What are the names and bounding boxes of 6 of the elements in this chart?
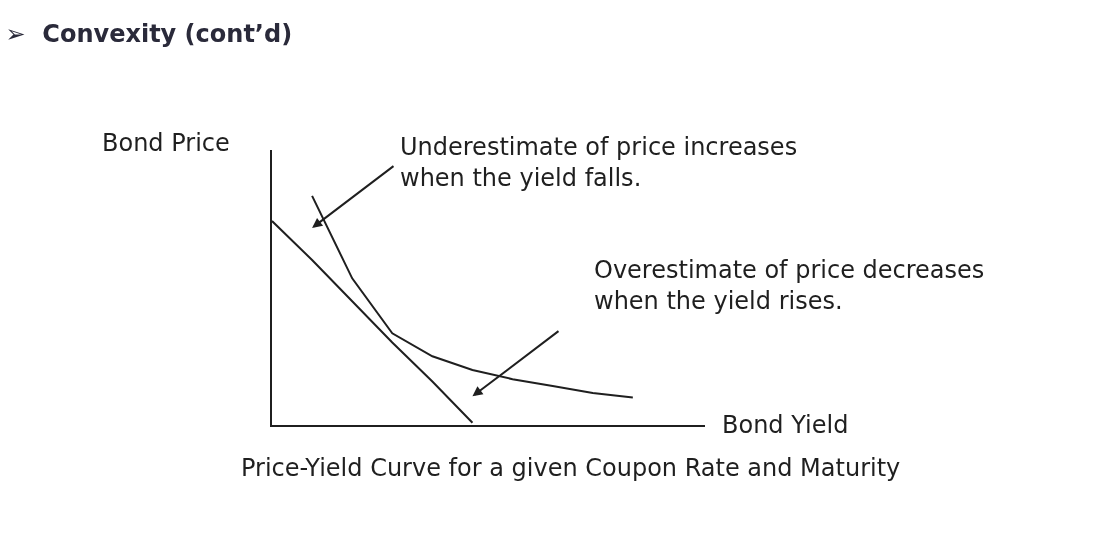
y-axis-title: Bond Price	[102, 129, 230, 157]
annotation: Overestimate of price decreases when the yield rises.	[594, 256, 985, 316]
text: Underestimate of price increases when the yield falls.	[400, 133, 798, 193]
text: Price-Yield Curve for a given Coupon Rate and Maturity	[241, 454, 901, 482]
x-axis-title: Bond Yield	[722, 411, 849, 439]
chart-title: ➢ Convexity (cont’d)	[5, 19, 293, 48]
